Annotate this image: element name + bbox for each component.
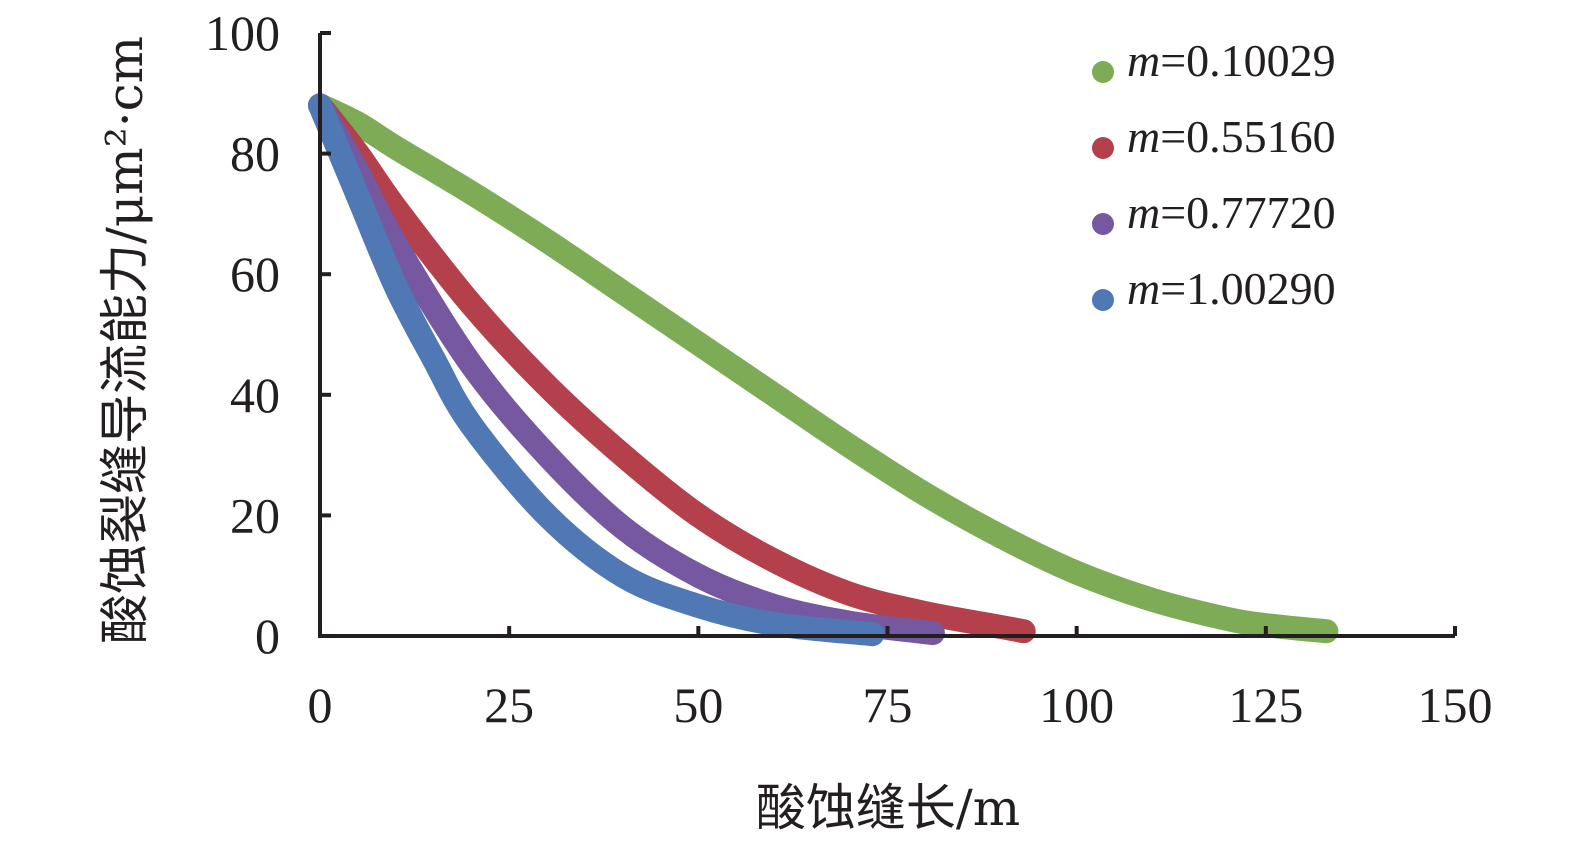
x-tick-label: 100 bbox=[1039, 677, 1114, 733]
x-tick-label: 75 bbox=[863, 677, 913, 733]
x-tick-label: 50 bbox=[673, 677, 723, 733]
x-tick-label: 0 bbox=[308, 677, 333, 733]
plot-series bbox=[308, 93, 1339, 647]
legend: m=0.10029 m=0.55160 m=0.77720 m=1.00290 bbox=[1092, 35, 1336, 314]
legend-label: m=1.00290 bbox=[1127, 263, 1336, 314]
legend-label: m=0.77720 bbox=[1127, 187, 1336, 238]
series-line-2 bbox=[308, 93, 1036, 644]
tick-labels: 0 25 50 75 100 125 150 0 20 40 60 80 100 bbox=[205, 5, 1493, 733]
legend-marker bbox=[1092, 289, 1114, 311]
series-line-3 bbox=[308, 93, 945, 645]
legend-item-1: m=0.10029 bbox=[1092, 35, 1336, 86]
legend-marker bbox=[1092, 137, 1114, 159]
axes bbox=[318, 31, 1457, 638]
y-tick-label: 100 bbox=[205, 5, 280, 61]
legend-item-2: m=0.55160 bbox=[1092, 111, 1336, 162]
y-tick-label: 80 bbox=[230, 126, 280, 182]
x-tick-label: 125 bbox=[1228, 677, 1303, 733]
series-line-4 bbox=[308, 93, 885, 647]
x-tick-label: 25 bbox=[484, 677, 534, 733]
y-tick-label: 60 bbox=[230, 246, 280, 302]
y-tick-label: 40 bbox=[230, 367, 280, 423]
legend-item-4: m=1.00290 bbox=[1092, 263, 1336, 314]
legend-marker bbox=[1092, 61, 1114, 83]
legend-label: m=0.10029 bbox=[1127, 35, 1336, 86]
x-axis-title: 酸蚀缝长/m bbox=[756, 779, 1020, 837]
legend-item-3: m=0.77720 bbox=[1092, 187, 1336, 238]
y-axis-title: 酸蚀裂缝导流能力/μm²·cm bbox=[96, 36, 154, 644]
x-tick-label: 150 bbox=[1418, 677, 1493, 733]
legend-marker bbox=[1092, 213, 1114, 235]
series-line-1 bbox=[308, 93, 1339, 644]
y-tick-label: 0 bbox=[255, 608, 280, 664]
y-tick-label: 20 bbox=[230, 487, 280, 543]
legend-label: m=0.55160 bbox=[1127, 111, 1336, 162]
